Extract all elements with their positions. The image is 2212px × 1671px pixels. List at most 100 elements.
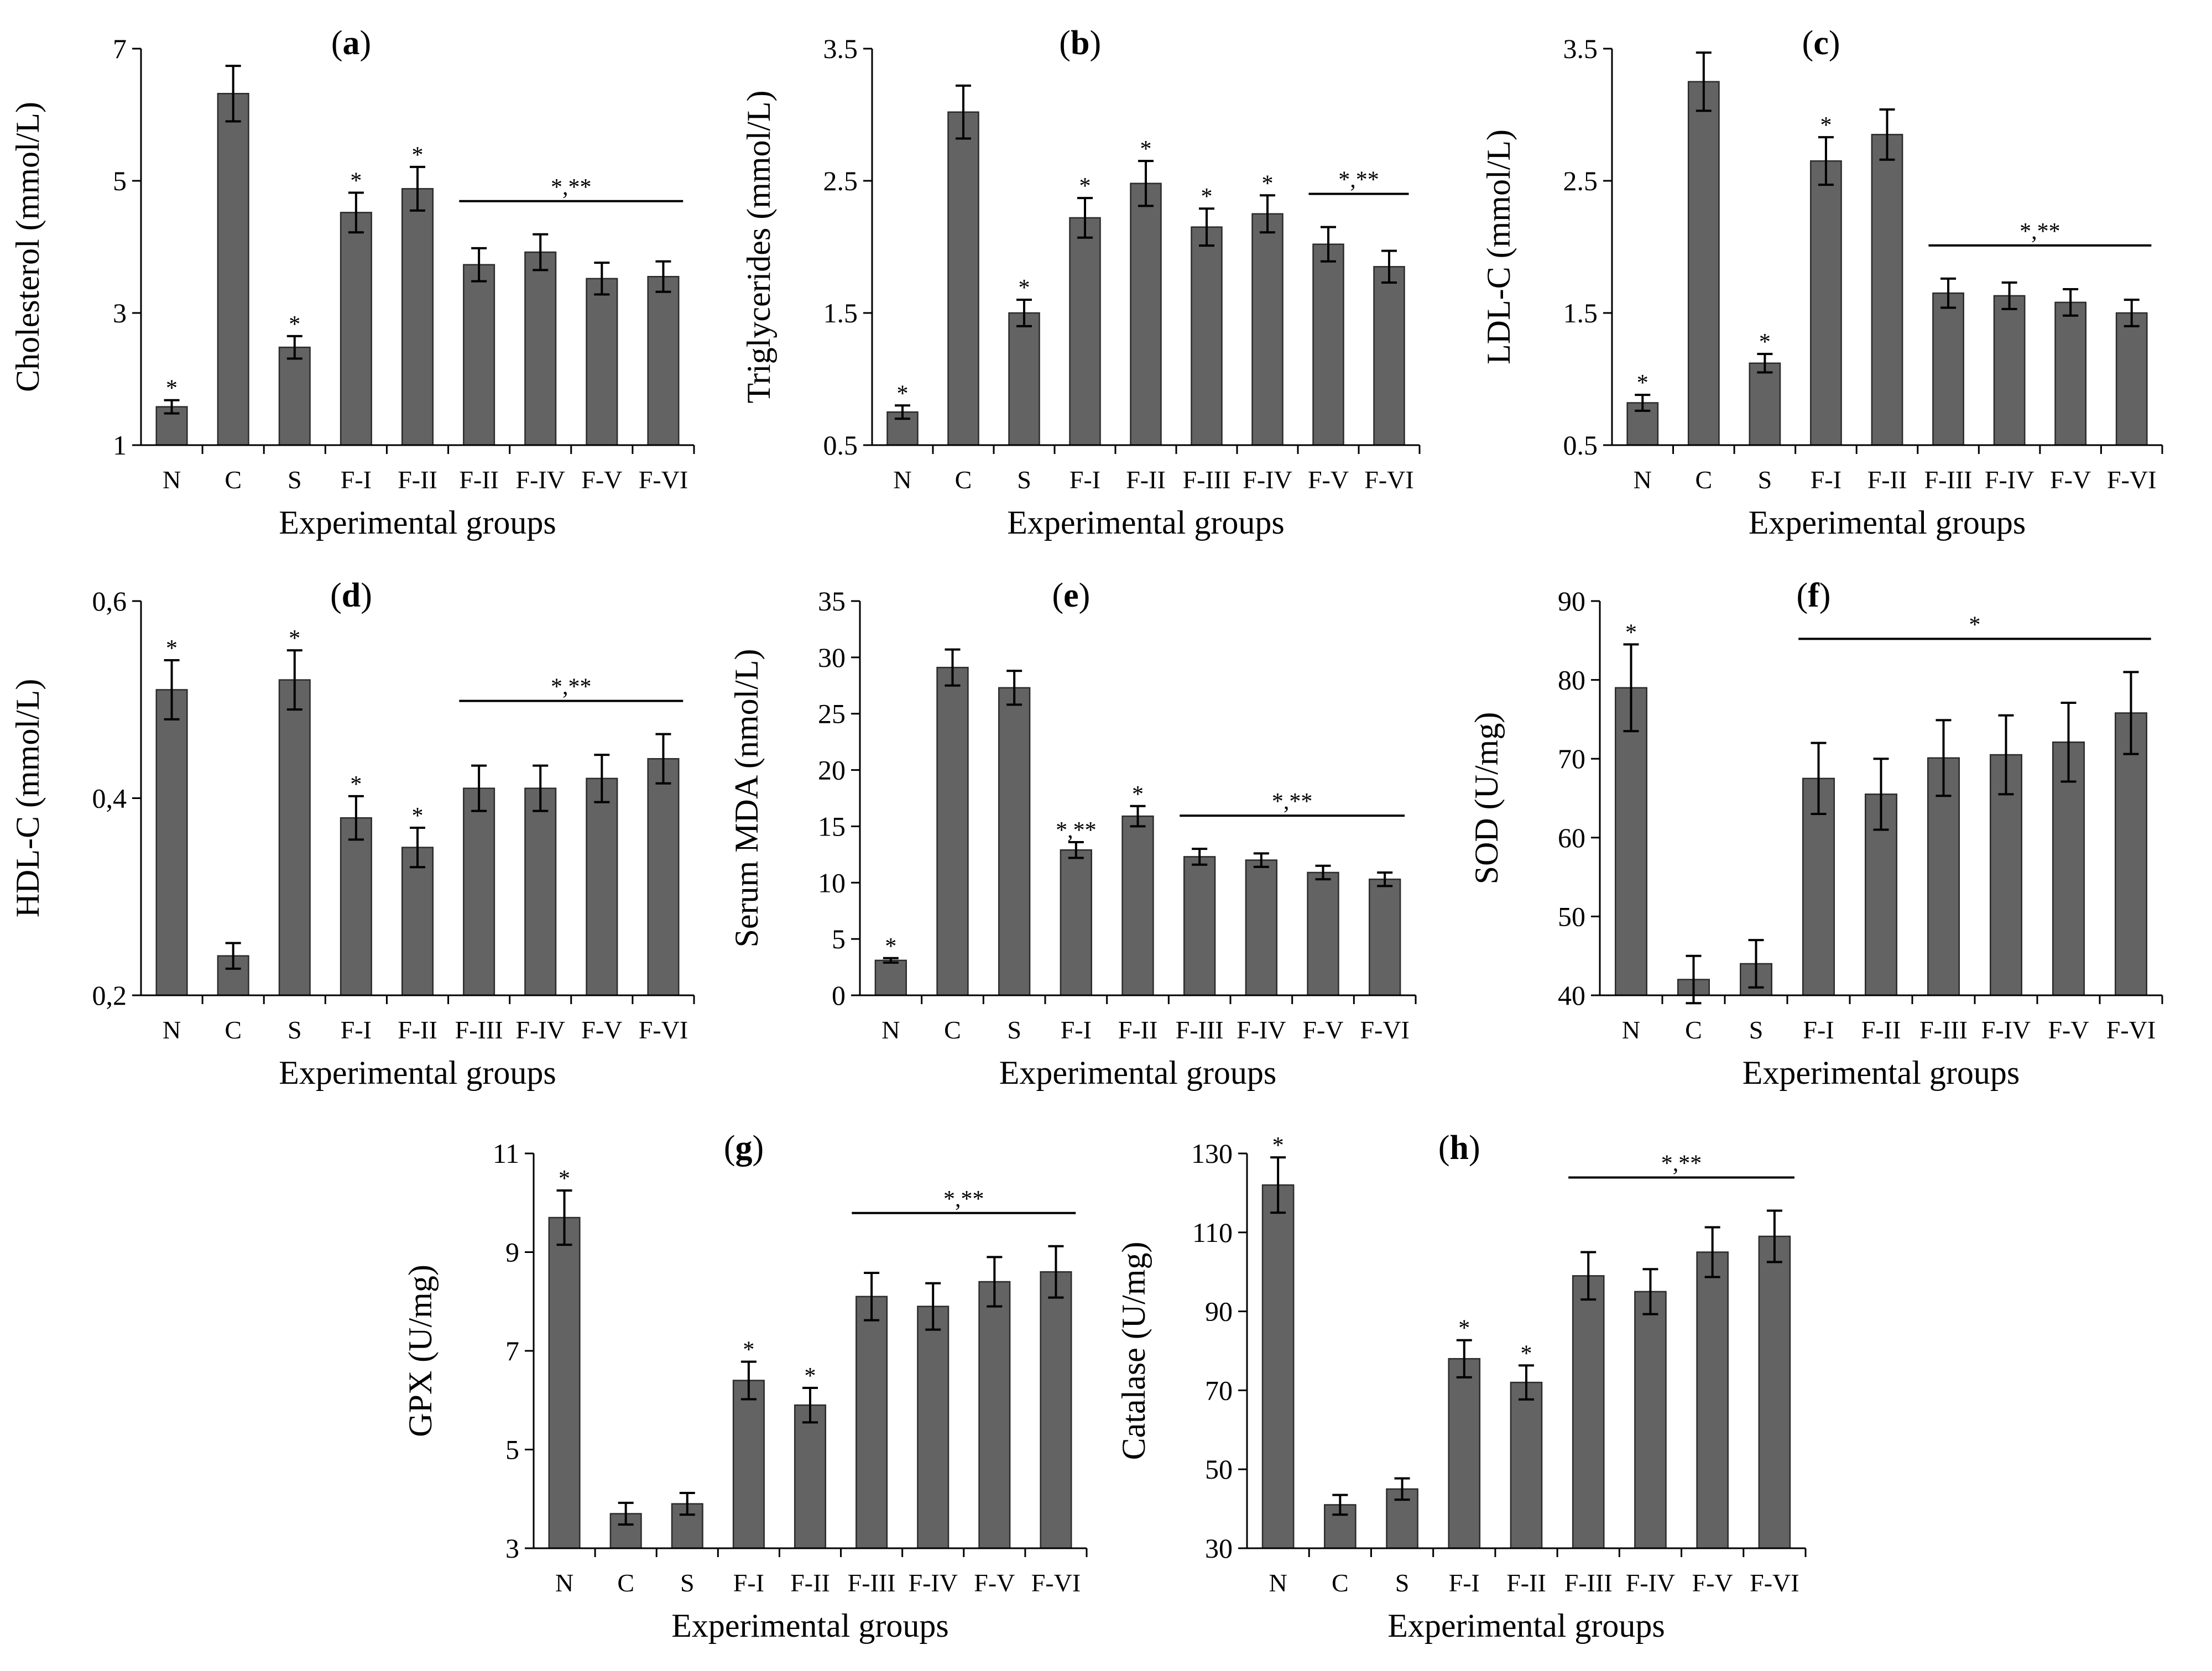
x-tick-label: N <box>1269 1569 1287 1597</box>
x-tick-label: F-II <box>1118 1016 1158 1044</box>
y-tick-label: 0.5 <box>1563 430 1598 461</box>
bar <box>1040 1271 1072 1549</box>
bar <box>1510 1381 1543 1549</box>
x-axis-label: Experimental groups <box>1007 504 1285 541</box>
bar <box>401 847 434 996</box>
x-tick-label: C <box>617 1569 634 1597</box>
x-tick-label: F-VI <box>2106 1016 2156 1044</box>
group-significance-mark: *,** <box>1661 1151 1702 1177</box>
group-significance-mark: *,** <box>1272 789 1313 814</box>
panel-title: (d) <box>330 577 372 614</box>
significance-mark: * <box>897 381 909 406</box>
y-tick-label: 50 <box>1558 901 1585 932</box>
significance-mark: * <box>166 636 178 661</box>
bar <box>2054 301 2087 446</box>
x-tick-label: N <box>1634 466 1652 494</box>
bar <box>463 787 495 996</box>
y-tick-label: 110 <box>1192 1217 1233 1248</box>
y-tick-label: 30 <box>1205 1533 1233 1564</box>
bar <box>1634 1291 1667 1549</box>
y-tick-label: 3 <box>113 297 127 328</box>
x-tick-label: F-I <box>1061 1016 1092 1044</box>
x-axis-label: Experimental groups <box>279 1054 556 1091</box>
y-tick-label: 70 <box>1205 1375 1233 1406</box>
x-tick-label: F-I <box>1070 466 1100 494</box>
y-tick-label: 130 <box>1191 1138 1233 1169</box>
x-tick-label: F-II <box>1506 1569 1546 1597</box>
bar <box>1871 134 1903 446</box>
bar <box>217 93 249 446</box>
x-tick-label: S <box>1017 466 1031 494</box>
y-tick-label: 70 <box>1558 743 1585 774</box>
panel-b: (b) * N C * S * F-I * F-II * F-III * F-IV F-V F-VI *,** 0… <box>740 24 1421 541</box>
bar <box>1130 182 1162 446</box>
x-tick-label: N <box>555 1569 573 1597</box>
significance-mark: * <box>1079 174 1091 199</box>
x-tick-label: F-II <box>1126 466 1166 494</box>
bar <box>1307 871 1339 996</box>
panel-title: (f) <box>1796 577 1830 614</box>
bar <box>917 1306 950 1549</box>
group-significance-mark: * <box>1969 612 1981 638</box>
x-axis-label: Experimental groups <box>1749 504 2026 541</box>
group-significance-mark: *,** <box>943 1187 984 1212</box>
bar <box>1448 1358 1481 1549</box>
y-tick-label: 3 <box>505 1533 519 1564</box>
group-significance-mark: *,** <box>2020 219 2060 244</box>
significance-mark: * <box>166 376 178 401</box>
x-tick-label: F-V <box>581 466 622 494</box>
bar <box>1687 81 1720 446</box>
y-tick-label: 3.5 <box>823 33 858 64</box>
x-tick-label: F-II <box>1867 466 1907 494</box>
y-tick-label: 7 <box>113 33 127 64</box>
x-tick-label: F-IV <box>908 1569 957 1597</box>
x-tick-label: S <box>288 1016 302 1044</box>
bar <box>548 1216 581 1549</box>
x-tick-label: F-I <box>341 1016 372 1044</box>
panel-title: (b) <box>1059 24 1101 62</box>
x-axis-label: Experimental groups <box>279 504 556 541</box>
x-tick-label: C <box>955 466 972 494</box>
x-tick-label: S <box>680 1569 695 1597</box>
y-tick-label: 11 <box>493 1138 519 1169</box>
y-tick-label: 0,4 <box>92 783 127 814</box>
y-axis-label: Catalase (U/mg) <box>1115 1242 1152 1460</box>
bar <box>524 787 557 996</box>
x-tick-label: N <box>163 466 181 494</box>
significance-mark: * <box>1272 1133 1284 1158</box>
y-tick-label: 40 <box>1558 980 1585 1011</box>
bar <box>2115 712 2147 996</box>
x-tick-label: F-V <box>1302 1016 1343 1044</box>
panel-title: (a) <box>331 24 371 62</box>
x-tick-label: F-I <box>1449 1569 1480 1597</box>
bar <box>1993 295 2026 446</box>
x-tick-label: F-II <box>1861 1016 1901 1044</box>
x-axis-label: Experimental groups <box>671 1607 949 1644</box>
significance-mark: *,** <box>1056 818 1097 843</box>
bar <box>855 1296 888 1549</box>
significance-mark: * <box>1201 184 1213 210</box>
x-tick-label: S <box>1758 466 1772 494</box>
x-tick-label: F-IV <box>1985 466 2034 494</box>
x-tick-label: C <box>1695 466 1712 494</box>
y-tick-label: 3.5 <box>1563 33 1598 64</box>
panel-title: (c) <box>1802 24 1840 62</box>
y-axis-label: SOD (U/mg) <box>1468 712 1505 885</box>
y-tick-label: 2.5 <box>823 165 858 196</box>
significance-mark: * <box>1132 782 1144 807</box>
x-tick-label: F-III <box>455 1016 503 1044</box>
x-tick-label: S <box>1007 1016 1021 1044</box>
x-tick-label: N <box>881 1016 900 1044</box>
bar <box>1183 856 1216 996</box>
x-tick-label: F-V <box>2050 466 2091 494</box>
y-tick-label: 90 <box>1205 1296 1233 1327</box>
bar <box>1121 815 1154 996</box>
x-tick-label: S <box>288 466 302 494</box>
y-tick-label: 90 <box>1558 586 1585 617</box>
x-tick-label: F-I <box>733 1569 764 1597</box>
bar <box>278 346 311 446</box>
x-axis-label: Experimental groups <box>1743 1054 2020 1091</box>
x-tick-label: F-II <box>790 1569 830 1597</box>
significance-mark: * <box>1019 275 1030 301</box>
